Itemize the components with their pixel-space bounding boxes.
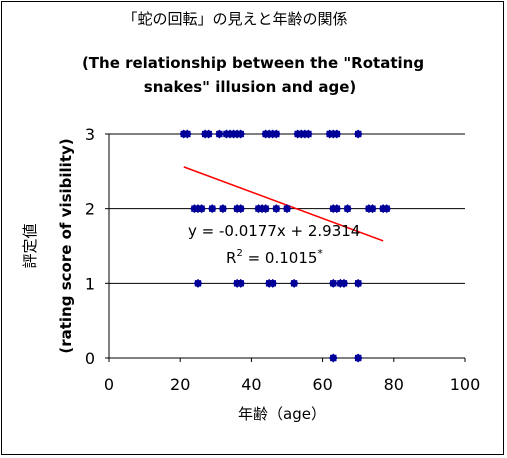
data-point <box>271 204 281 214</box>
y-tick-label-1: 1 <box>85 274 95 293</box>
r-squared-superscript: 2 <box>236 248 242 259</box>
y-tick-label-2: 2 <box>85 200 95 219</box>
point-mark-core <box>283 205 291 212</box>
point-mark-core <box>273 130 280 138</box>
x-tick-label-40: 40 <box>241 375 261 394</box>
r-squared-value: = 0.1015 <box>243 249 318 267</box>
chart-title-line-1: 「蛇の回転」の見えと年齢の関係 <box>122 10 347 28</box>
significance-mark: * <box>317 247 323 260</box>
y-axis-label-line-2: (rating score of visibility) <box>57 138 75 353</box>
y-axis-label: 評定値 (rating score of visibility) <box>21 138 75 353</box>
trendline <box>183 166 384 242</box>
data-point <box>268 278 278 288</box>
point-mark-core <box>344 205 351 212</box>
point-mark-core <box>219 205 227 212</box>
data-point <box>204 129 214 139</box>
data-point <box>193 278 203 288</box>
data-point <box>207 204 217 214</box>
point-mark-core <box>290 280 298 287</box>
point-mark-core <box>184 130 191 138</box>
point-mark-core <box>237 130 244 138</box>
point-mark-core <box>330 280 337 287</box>
plot-area: 0 20 40 60 80 100 0 1 2 3 <box>85 125 480 394</box>
point-mark-core <box>198 205 205 212</box>
data-point <box>332 204 342 214</box>
data-point <box>353 278 363 288</box>
x-axis-label: 年齢（age） <box>238 405 326 423</box>
chart-title-line-2: (The relationship between the "Rotating <box>82 54 424 72</box>
data-point <box>303 129 313 139</box>
point-mark-core <box>305 130 312 138</box>
point-mark-core <box>237 280 244 287</box>
data-point <box>332 129 342 139</box>
data-point <box>382 204 392 214</box>
point-mark-core <box>340 280 348 287</box>
point-mark-core <box>205 130 212 138</box>
point-mark-core <box>383 205 390 212</box>
data-point <box>236 129 246 139</box>
x-ticks: 0 20 40 60 80 100 <box>104 358 480 394</box>
x-tick-label-60: 60 <box>312 375 332 394</box>
trendline-group <box>183 166 384 242</box>
data-point <box>343 204 353 214</box>
data-point <box>289 278 299 288</box>
data-point <box>271 129 281 139</box>
data-point <box>236 204 246 214</box>
data-point <box>328 353 338 363</box>
point-mark-core <box>194 280 202 287</box>
point-mark-core <box>333 205 341 212</box>
point-mark-core <box>355 354 362 362</box>
data-point <box>197 204 207 214</box>
point-mark-core <box>369 205 376 212</box>
data-point <box>236 278 246 288</box>
point-mark-core <box>209 205 216 212</box>
y-ticks: 0 1 2 3 <box>85 125 109 368</box>
data-points <box>179 129 392 363</box>
r-squared-label: R2 = 0.1015* <box>226 247 323 267</box>
y-tick-label-0: 0 <box>85 349 95 368</box>
data-point <box>339 278 349 288</box>
point-mark-core <box>237 205 244 212</box>
data-point <box>328 278 338 288</box>
point-mark-core <box>273 205 280 212</box>
y-tick-label-3: 3 <box>85 125 95 144</box>
data-point <box>353 353 363 363</box>
x-tick-label-80: 80 <box>384 375 404 394</box>
y-axis-label-line-1: 評定値 <box>21 223 39 268</box>
data-point <box>367 204 377 214</box>
point-mark-core <box>216 130 223 138</box>
data-point <box>218 204 228 214</box>
data-point <box>182 129 192 139</box>
point-mark-core <box>330 354 337 362</box>
data-point <box>214 129 224 139</box>
point-mark-core <box>262 205 269 212</box>
r-squared-prefix: R <box>226 249 236 267</box>
regression-equation: y = -0.0177x + 2.9314 <box>188 222 360 240</box>
data-point <box>282 204 292 214</box>
x-tick-label-20: 20 <box>170 375 190 394</box>
data-point <box>353 129 363 139</box>
chart-title-line-3: snakes" illusion and age) <box>144 78 356 96</box>
x-tick-label-100: 100 <box>450 375 481 394</box>
x-tick-label-0: 0 <box>104 375 114 394</box>
point-mark-core <box>355 280 362 287</box>
point-mark-core <box>355 130 362 138</box>
point-mark-core <box>269 280 276 287</box>
point-mark-core <box>333 130 341 138</box>
data-point <box>261 204 271 214</box>
